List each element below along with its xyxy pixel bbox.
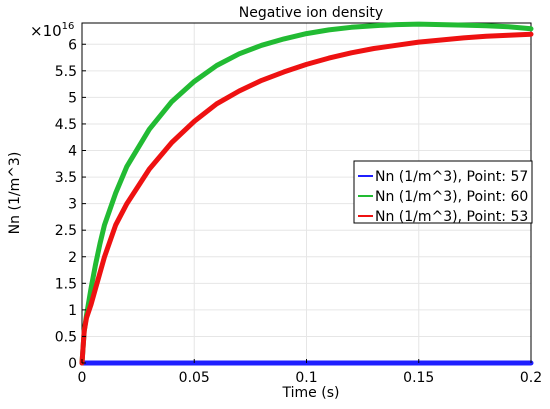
legend: Nn (1/m^3), Point: 57 Nn (1/m^3), Point: … bbox=[353, 160, 533, 225]
y-tick-label: 0.5 bbox=[55, 329, 77, 345]
x-tick-label: 0.05 bbox=[179, 370, 210, 386]
chart-title: Negative ion density bbox=[239, 5, 383, 21]
legend-label-2: Nn (1/m^3), Point: 60 bbox=[375, 189, 528, 205]
y-tick-label: 2 bbox=[68, 250, 77, 266]
y-tick-label: 0 bbox=[68, 356, 77, 372]
x-tick-label: 0.15 bbox=[403, 370, 434, 386]
series-line-3 bbox=[79, 31, 534, 366]
y-tick-label: 4.5 bbox=[55, 117, 77, 133]
x-tick-label: 0 bbox=[78, 370, 87, 386]
y-tick-label: 5 bbox=[68, 90, 77, 106]
x-axis-ticks: 0 0.05 0.1 0.15 0.2 bbox=[78, 359, 542, 386]
y-axis-title: Nn (1/m^3) bbox=[7, 152, 23, 235]
x-axis-title: Time (s) bbox=[282, 385, 340, 401]
series-line-2 bbox=[79, 21, 534, 366]
y-tick-label: 5.5 bbox=[55, 64, 77, 80]
legend-label-3: Nn (1/m^3), Point: 53 bbox=[375, 209, 528, 225]
y-tick-label: 3 bbox=[68, 197, 77, 213]
y-tick-label: 1.5 bbox=[55, 276, 77, 292]
y-tick-label: 2.5 bbox=[55, 223, 77, 239]
y-multiplier-exponent: 16 bbox=[62, 21, 75, 32]
y-multiplier-base: ×10 bbox=[30, 22, 62, 40]
y-tick-label: 1 bbox=[68, 303, 77, 319]
y-tick-label: 4 bbox=[68, 144, 77, 160]
y-axis-ticks: 0 0.5 1 1.5 2 2.5 3 3.5 4 4.5 5 5.5 6 bbox=[55, 37, 86, 372]
x-tick-label: 0.2 bbox=[520, 370, 542, 386]
legend-label-1: Nn (1/m^3), Point: 57 bbox=[375, 169, 528, 185]
y-tick-label: 6 bbox=[68, 37, 77, 53]
x-tick-label: 0.1 bbox=[295, 370, 317, 386]
y-tick-label: 3.5 bbox=[55, 170, 77, 186]
legend-box bbox=[353, 160, 533, 224]
y-multiplier-label: ×1016 bbox=[30, 21, 74, 40]
